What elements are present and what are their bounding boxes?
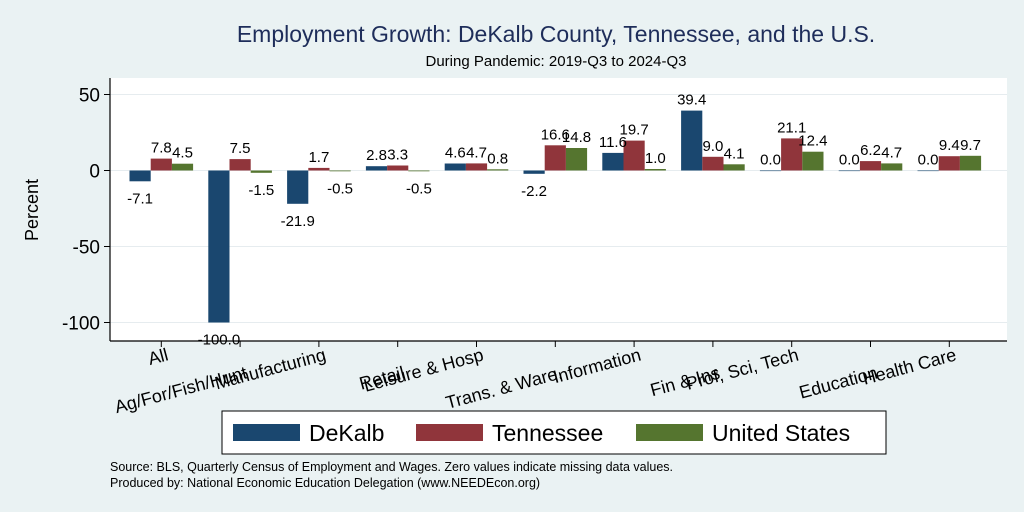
data-label: 21.1 (777, 119, 806, 136)
data-label: 1.0 (645, 150, 666, 167)
bar (602, 152, 624, 171)
bar (523, 170, 545, 174)
bar (917, 170, 939, 172)
data-label: 7.8 (151, 140, 172, 157)
bar (308, 167, 330, 171)
bar (387, 165, 409, 171)
y-tick-label: 0 (89, 162, 100, 183)
data-label: 4.5 (172, 145, 193, 162)
data-label: 4.7 (881, 144, 902, 161)
data-label: -0.5 (406, 180, 432, 197)
bar (365, 166, 388, 171)
data-label: -1.5 (248, 182, 274, 199)
y-tick-label: -50 (73, 238, 100, 259)
bar (487, 169, 509, 171)
legend-label: United States (712, 420, 850, 446)
data-label: 0.0 (918, 152, 939, 169)
bar (329, 170, 351, 172)
y-tick-label: -100 (62, 314, 100, 335)
bar (408, 170, 430, 172)
data-label: -2.2 (521, 183, 547, 200)
bar (287, 170, 309, 204)
source-note: Source: BLS, Quarterly Census of Employm… (110, 460, 674, 474)
data-label: 9.0 (702, 138, 723, 155)
chart-title: Employment Growth: DeKalb County, Tennes… (237, 21, 875, 47)
data-label: 14.8 (562, 129, 591, 146)
legend-swatch (636, 424, 703, 441)
bar (250, 170, 272, 173)
bar (681, 110, 703, 171)
data-label: 19.7 (619, 122, 648, 139)
y-tick-label: 50 (79, 86, 100, 107)
y-axis-label: Percent (22, 179, 42, 241)
chart-subtitle: During Pandemic: 2019-Q3 to 2024-Q3 (426, 53, 687, 70)
data-label: -100.0 (198, 332, 241, 349)
plot-area (110, 78, 1007, 341)
bar (229, 159, 251, 171)
legend-label: Tennessee (492, 420, 603, 446)
data-label: 16.6 (541, 126, 570, 143)
bar (444, 163, 466, 171)
legend: DeKalb Tennessee United States (221, 410, 887, 455)
producer-note: Produced by: National Economic Education… (110, 476, 541, 490)
bar (623, 140, 645, 171)
bar (859, 161, 882, 171)
data-label: 9.7 (960, 137, 981, 154)
bar (702, 156, 724, 171)
bar (723, 164, 745, 171)
data-label: 12.4 (798, 133, 827, 150)
data-label: 39.4 (677, 92, 706, 109)
bar (838, 170, 860, 172)
bar (150, 158, 172, 171)
bar (644, 169, 666, 171)
bar (781, 138, 803, 171)
data-label: 9.4 (939, 137, 960, 154)
data-label: 1.7 (308, 149, 329, 166)
bar (129, 170, 151, 182)
data-label: -7.1 (127, 190, 153, 207)
data-label: 4.6 (445, 145, 466, 162)
bar (208, 170, 230, 323)
bar (881, 163, 903, 171)
bars (129, 110, 982, 323)
data-labels: -7.1 7.8 4.5 -100.0 7.5 -1.5 -21.9 1.7 -0.5 2.8 3.… (127, 92, 981, 349)
data-label: -0.5 (327, 180, 353, 197)
data-label: 7.5 (230, 140, 251, 157)
data-label: 11.6 (599, 134, 627, 151)
bar (959, 155, 982, 171)
bar (565, 148, 588, 171)
bar (802, 151, 824, 171)
data-label: -21.9 (281, 213, 315, 230)
data-label: 0.8 (487, 150, 508, 167)
legend-label: DeKalb (309, 420, 384, 446)
bar (171, 163, 194, 171)
data-label: 2.8 (366, 147, 387, 164)
bar (544, 145, 566, 171)
bar-chart: Employment Growth: DeKalb County, Tennes… (22, 21, 1007, 455)
bar (465, 163, 488, 171)
data-label: 0.0 (839, 152, 860, 169)
bar (938, 156, 960, 171)
legend-box (221, 410, 887, 455)
bar (759, 170, 782, 172)
legend-swatch (416, 424, 483, 441)
data-label: 4.1 (724, 145, 745, 162)
legend-swatch (233, 424, 300, 441)
data-label: 3.3 (387, 147, 408, 164)
data-label: 4.7 (466, 144, 487, 161)
data-label: 0.0 (760, 152, 781, 169)
y-axis-ticks: 50 0 -50 -100 (62, 86, 110, 335)
data-label: 6.2 (860, 142, 881, 159)
